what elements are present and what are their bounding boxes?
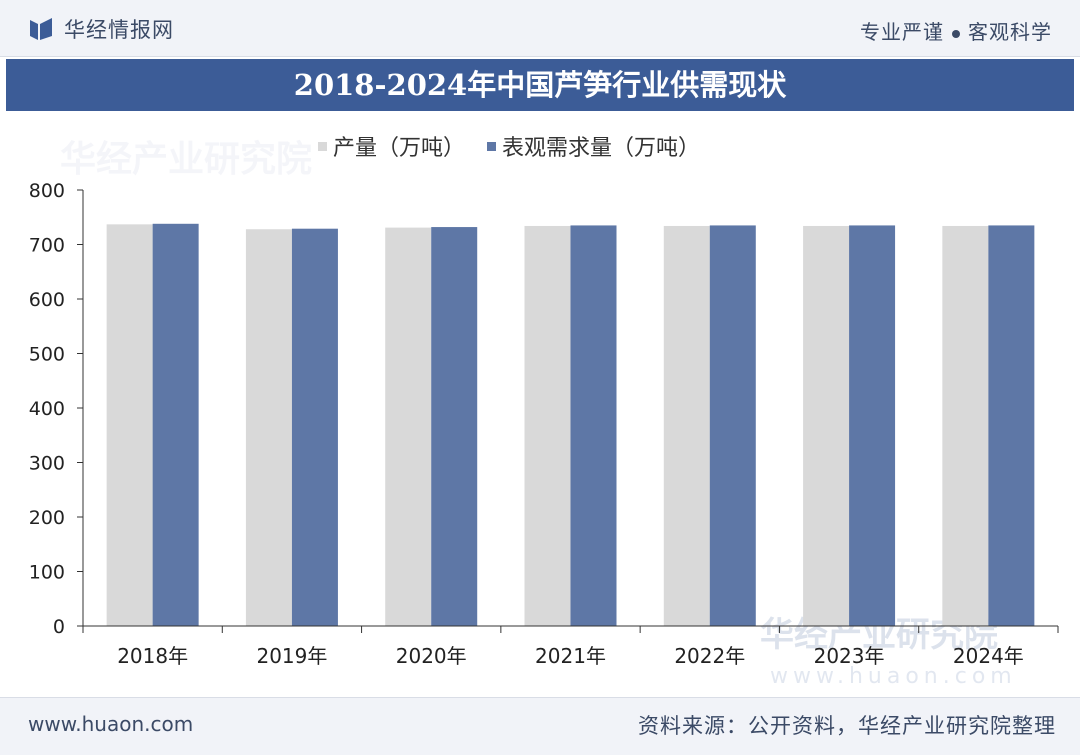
x-tick-label: 2020年 xyxy=(396,644,467,668)
bar-production xyxy=(385,227,432,626)
bar-demand xyxy=(849,225,896,627)
legend-label: 产量（万吨） xyxy=(333,136,465,161)
bar-production xyxy=(245,229,292,626)
slogan-right: 客观科学 xyxy=(968,20,1052,44)
x-axis: 2018年 2019年 2020年 2021年 2022年 2023年 2024年 xyxy=(82,625,1059,668)
chart-title: 2018-2024年中国芦笋行业供需现状 xyxy=(293,68,787,102)
bullet-dot-icon xyxy=(952,29,960,38)
bar-production xyxy=(803,225,850,626)
bar-chart: 华经产业研究院 华经产业研究院 www.huaon.com 产量（万吨） 表观需求… xyxy=(29,136,1059,689)
title-bar: 2018-2024年中国芦笋行业供需现状 xyxy=(6,59,1074,111)
bar-production xyxy=(106,224,153,626)
website-url: www.huaon.com xyxy=(28,712,194,736)
x-tick-label: 2021年 xyxy=(535,644,606,668)
huajing-logo-icon xyxy=(30,18,52,40)
y-tick-label: 500 xyxy=(29,344,65,366)
bar-production xyxy=(524,225,571,626)
slogan: 专业严谨 客观科学 xyxy=(860,16,1052,45)
y-axis: 0 100 200 300 400 500 600 700 800 xyxy=(29,180,84,638)
legend-swatch xyxy=(318,142,327,151)
x-tick-label: 2018年 xyxy=(117,644,188,668)
y-tick-label: 700 xyxy=(29,235,65,257)
y-tick-label: 100 xyxy=(29,562,65,584)
chart-area: 华经产业研究院 华经产业研究院 www.huaon.com 产量（万吨） 表观需求… xyxy=(0,111,1080,695)
legend-label: 表观需求量（万吨） xyxy=(502,136,700,161)
y-tick-label: 800 xyxy=(29,180,65,202)
bar-demand xyxy=(988,225,1035,627)
footer-bar: www.huaon.com 资料来源：公开资料，华经产业研究院整理 xyxy=(0,697,1080,755)
x-tick-label: 2023年 xyxy=(814,644,885,668)
x-tick-label: 2019年 xyxy=(256,644,327,668)
legend-swatch xyxy=(487,142,496,151)
bar-production xyxy=(663,225,710,626)
x-tick-label: 2022年 xyxy=(674,644,745,668)
bars xyxy=(106,223,1035,627)
brand-name: 华经情报网 xyxy=(64,18,174,42)
bar-demand xyxy=(291,228,338,626)
source-note: 资料来源：公开资料，华经产业研究院整理 xyxy=(638,714,1056,738)
bar-demand xyxy=(431,227,478,626)
y-tick-label: 600 xyxy=(29,289,65,311)
legend: 产量（万吨） 表观需求量（万吨） xyxy=(318,136,700,161)
header-bar: 华经情报网 专业严谨 客观科学 xyxy=(0,0,1080,57)
y-tick-label: 0 xyxy=(53,616,65,638)
watermark-url: www.huaon.com xyxy=(770,664,1017,689)
y-tick-label: 200 xyxy=(29,507,65,529)
bar-demand xyxy=(570,225,617,627)
y-tick-label: 300 xyxy=(29,453,65,475)
bar-demand xyxy=(152,223,199,626)
bar-demand xyxy=(709,225,756,627)
x-tick-label: 2024年 xyxy=(953,644,1024,668)
slogan-left: 专业严谨 xyxy=(860,20,944,44)
watermark-text: 华经产业研究院 xyxy=(60,139,312,180)
y-tick-label: 400 xyxy=(29,398,65,420)
bar-production xyxy=(942,225,989,626)
